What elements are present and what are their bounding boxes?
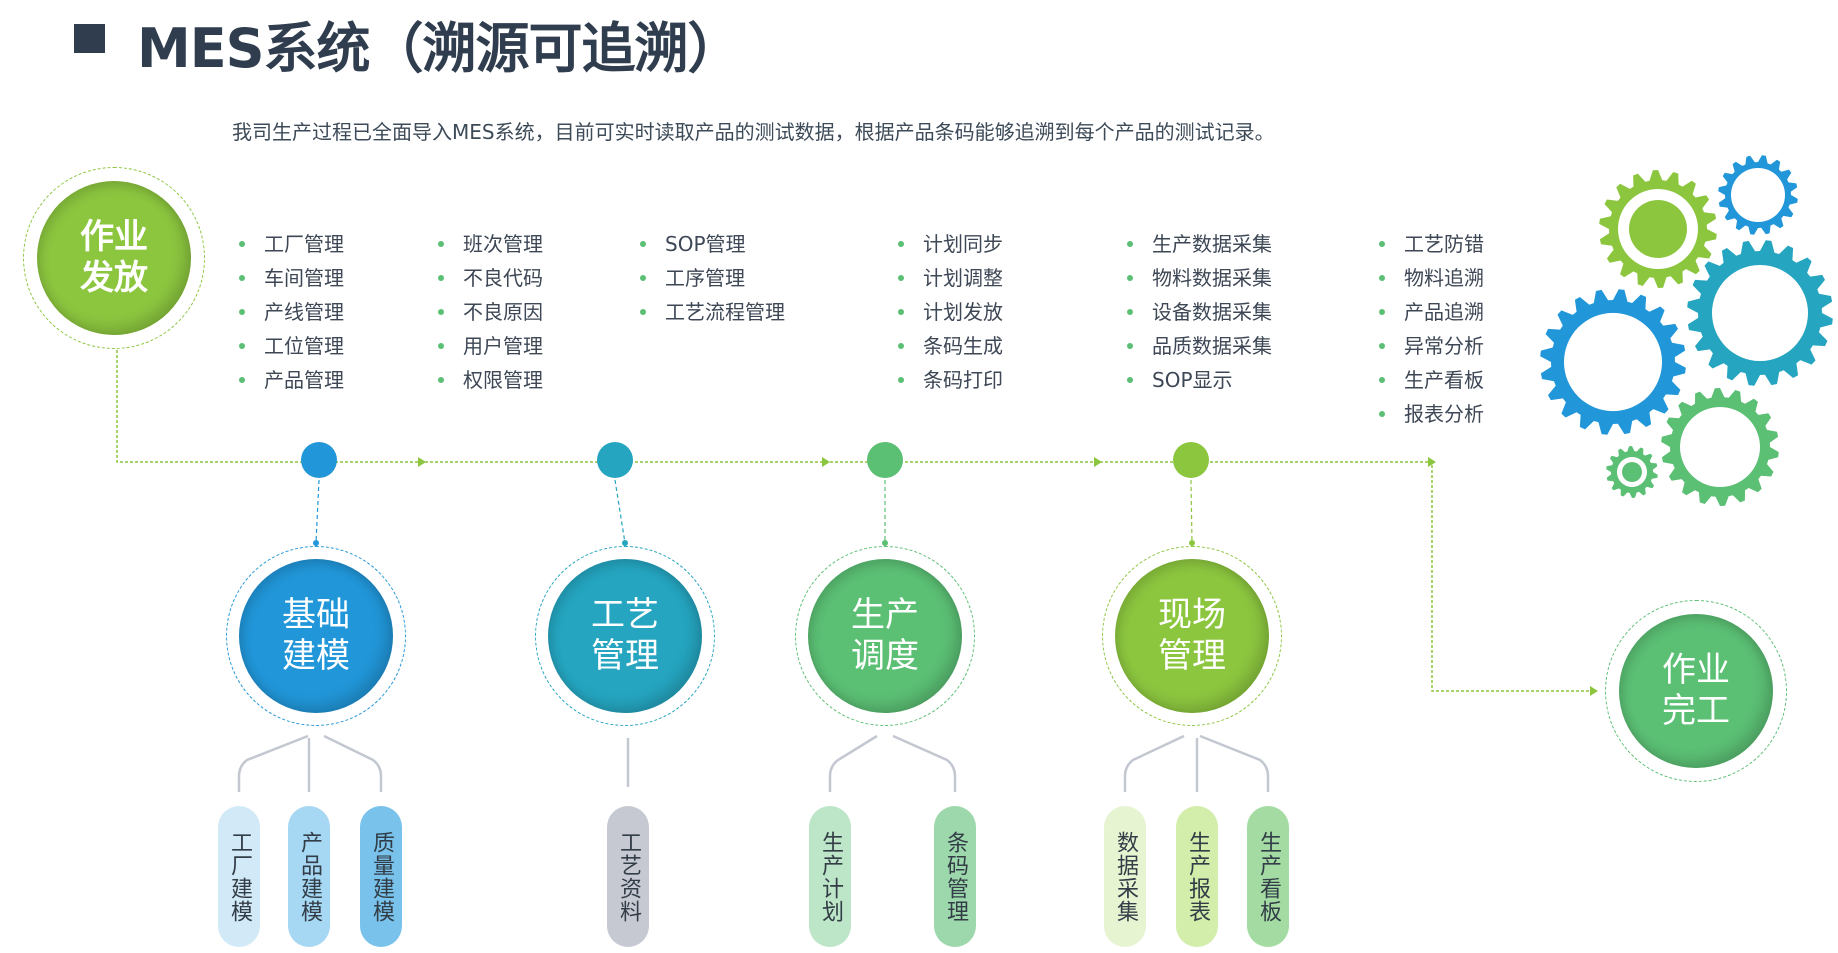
arrow-right-icon <box>1094 457 1102 467</box>
feature-column: 工艺防错 物料追溯 产品追溯 异常分析 生产看板 报表分析 <box>1379 230 1484 434</box>
feature-item: 班次管理 <box>438 230 543 264</box>
feature-item: 用户管理 <box>438 332 543 366</box>
arrow-right-icon <box>418 457 426 467</box>
sub-module-pill: 数据采集 <box>1104 806 1146 947</box>
sub-module-pill: 工艺资料 <box>607 806 649 947</box>
feature-column: 计划同步 计划调整 计划发放 条码生成 条码打印 <box>898 230 1003 400</box>
stage-ring <box>535 546 715 726</box>
branch-line <box>1199 734 1270 792</box>
stage-dot <box>597 442 633 478</box>
stage-anchor-dot <box>313 540 319 546</box>
stage-ring <box>795 546 975 726</box>
stage-circle-3: 现场 管理 <box>1115 559 1269 713</box>
feature-item: 工艺防错 <box>1379 230 1484 264</box>
feature-item: 异常分析 <box>1379 332 1484 366</box>
arrow-right-icon <box>822 457 830 467</box>
stage-ring <box>1102 546 1282 726</box>
sub-module-pill: 条码管理 <box>934 806 976 947</box>
page-subtitle: 我司生产过程已全面导入MES系统，目前可实时读取产品的测试数据，根据产品条码能够… <box>232 120 1275 144</box>
feature-item: SOP显示 <box>1127 366 1272 400</box>
sub-module-pill: 生产报表 <box>1176 806 1218 947</box>
feature-item: 物料数据采集 <box>1127 264 1272 298</box>
feature-item: 计划调整 <box>898 264 1003 298</box>
feature-column: SOP管理 工序管理 工艺流程管理 <box>640 230 785 332</box>
stage-drop-line <box>315 479 320 544</box>
branch-line <box>323 734 383 792</box>
start-circle: 作业 发放 <box>37 181 191 335</box>
feature-item: 不良原因 <box>438 298 543 332</box>
gear-icon <box>1661 388 1779 506</box>
feature-item: 工位管理 <box>239 332 344 366</box>
stage-dot <box>1173 442 1209 478</box>
feature-item: 产线管理 <box>239 298 344 332</box>
feature-item: 产品追溯 <box>1379 298 1484 332</box>
feature-item: 报表分析 <box>1379 400 1484 434</box>
gear-icon <box>1606 446 1658 498</box>
stage-anchor-dot <box>622 540 628 546</box>
page-title: MES系统（溯源可追溯） <box>137 17 742 80</box>
stage-ring <box>226 546 406 726</box>
feature-item: 车间管理 <box>239 264 344 298</box>
branch-line <box>237 734 309 792</box>
feature-item: 工厂管理 <box>239 230 344 264</box>
start-ring <box>23 167 205 349</box>
sub-module-pill: 生产计划 <box>809 806 851 947</box>
feature-item: 物料追溯 <box>1379 264 1484 298</box>
feature-item: 工艺流程管理 <box>640 298 785 332</box>
feature-item: SOP管理 <box>640 230 785 264</box>
feature-item: 权限管理 <box>438 366 543 400</box>
branch-line <box>828 734 878 792</box>
sub-module-pill: 质量建模 <box>360 806 402 947</box>
branch-line <box>1123 734 1185 792</box>
gear-icon <box>1718 155 1798 235</box>
sub-module-pill: 产品建模 <box>288 806 330 947</box>
feature-column: 班次管理 不良代码 不良原因 用户管理 权限管理 <box>438 230 543 400</box>
gear-icon <box>1687 240 1833 386</box>
sub-module-pill: 工厂建模 <box>218 806 260 947</box>
stage-anchor-dot <box>1189 540 1195 546</box>
stage-dot <box>301 442 337 478</box>
feature-item: 条码生成 <box>898 332 1003 366</box>
feature-item: 设备数据采集 <box>1127 298 1272 332</box>
arrow-right-icon <box>1428 457 1436 467</box>
feature-column: 工厂管理 车间管理 产线管理 工位管理 产品管理 <box>239 230 344 400</box>
feature-item: 条码打印 <box>898 366 1003 400</box>
feature-column: 生产数据采集 物料数据采集 设备数据采集 品质数据采集 SOP显示 <box>1127 230 1272 400</box>
feature-item: 生产数据采集 <box>1127 230 1272 264</box>
arrow-right-icon <box>1590 686 1598 696</box>
stage-circle-2: 生产 调度 <box>808 559 962 713</box>
feature-item: 计划发放 <box>898 298 1003 332</box>
sub-module-pill: 生产看板 <box>1247 806 1289 947</box>
branch-line <box>892 734 957 792</box>
gear-icon <box>1540 289 1686 435</box>
end-ring <box>1605 600 1787 782</box>
stage-circle-0: 基础 建模 <box>239 559 393 713</box>
stage-drop-line <box>614 479 626 544</box>
feature-item: 品质数据采集 <box>1127 332 1272 366</box>
stage-drop-line <box>1190 479 1193 544</box>
feature-item: 工序管理 <box>640 264 785 298</box>
end-circle: 作业 完工 <box>1619 614 1773 768</box>
gear-icon <box>1599 170 1717 288</box>
stage-dot <box>867 442 903 478</box>
feature-item: 计划同步 <box>898 230 1003 264</box>
gear-hub <box>1629 200 1687 258</box>
feature-item: 不良代码 <box>438 264 543 298</box>
feature-item: 产品管理 <box>239 366 344 400</box>
stage-anchor-dot <box>882 540 888 546</box>
title-square-icon <box>74 24 105 53</box>
stage-circle-1: 工艺 管理 <box>548 559 702 713</box>
gear-hub <box>1622 462 1642 482</box>
feature-item: 生产看板 <box>1379 366 1484 400</box>
